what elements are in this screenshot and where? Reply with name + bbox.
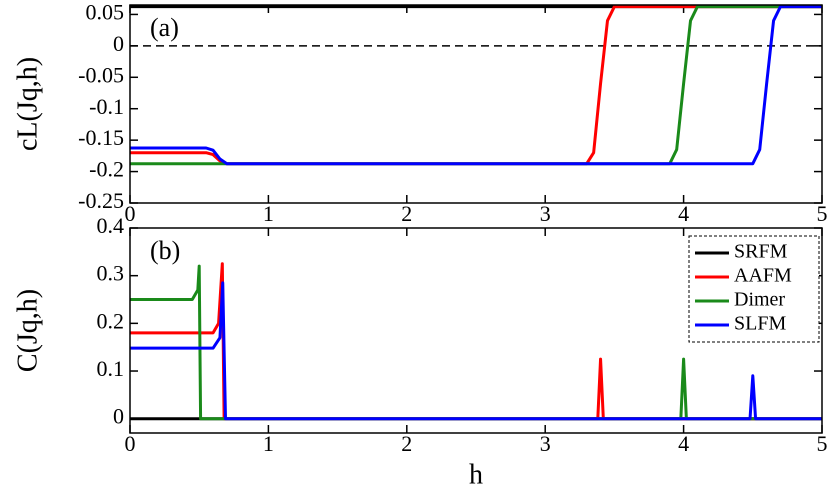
x-tick-label: 3 [540, 431, 551, 456]
y-axis-label: C(Jq,h) [12, 289, 43, 372]
annotation: (b) [150, 236, 180, 265]
plot-frame [129, 227, 823, 434]
x-tick-label: 3 [540, 201, 551, 226]
x-tick-label: 4 [678, 431, 689, 456]
plot-frame [129, 4, 823, 204]
y-axis-label: cL(Jq,h) [12, 57, 43, 151]
series-line [130, 5, 822, 166]
y-tick-label: 0.2 [97, 308, 125, 333]
x-tick-label: 4 [678, 201, 689, 226]
legend-label: Dimer [734, 289, 785, 311]
y-tick-label: -0.2 [89, 157, 124, 182]
y-tick-label: -0.25 [78, 188, 124, 213]
x-tick-label: 5 [817, 431, 828, 456]
annotation: (a) [150, 13, 179, 42]
series-line [130, 264, 822, 421]
y-tick-label: 0 [113, 31, 124, 56]
legend-label: SLFM [734, 313, 786, 335]
legend-label: AAFM [734, 265, 792, 287]
x-axis-label: h [469, 459, 483, 490]
series-line [130, 281, 822, 421]
y-tick-label: 0 [113, 404, 124, 429]
x-tick-label: 1 [263, 431, 274, 456]
y-tick-label: 0.1 [97, 356, 125, 381]
series-line [130, 5, 822, 166]
y-tick-label: 0.05 [86, 0, 125, 24]
x-tick-label: 2 [401, 431, 412, 456]
y-tick-label: -0.1 [89, 94, 124, 119]
x-tick-label: 5 [817, 201, 828, 226]
legend-label: SRFM [734, 241, 788, 263]
x-tick-label: 0 [125, 201, 136, 226]
series-line [130, 5, 822, 166]
x-tick-label: 0 [125, 431, 136, 456]
x-tick-label: 1 [263, 201, 274, 226]
y-tick-label: 0.4 [97, 213, 125, 238]
y-tick-label: 0.3 [97, 261, 125, 286]
x-tick-label: 2 [401, 201, 412, 226]
y-tick-label: -0.15 [78, 125, 124, 150]
y-tick-label: -0.05 [78, 62, 124, 87]
